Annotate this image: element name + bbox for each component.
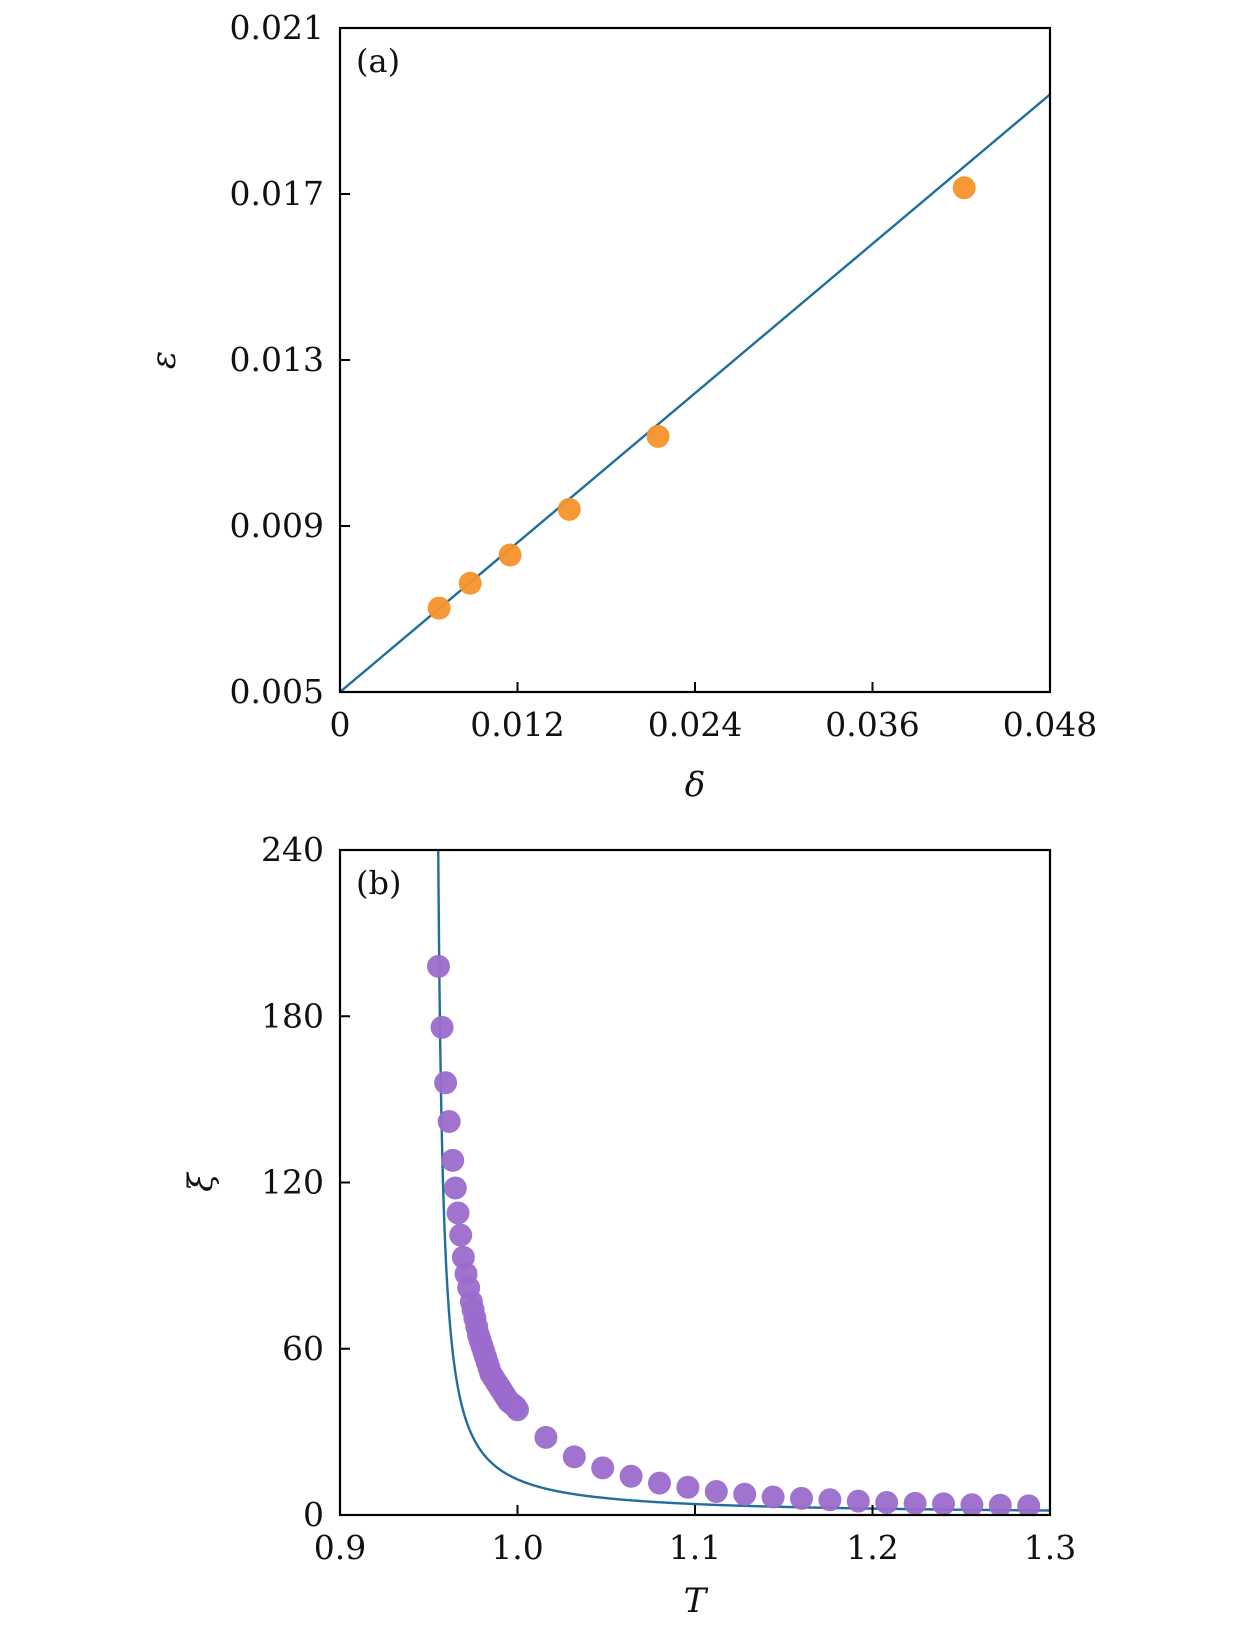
panel-a-chart: 0 0.012 0.024 0.036 0.048 0.005 0.009 0.013 0.01…: [144, 8, 1097, 805]
data-point: [591, 1456, 615, 1480]
data-point: [506, 1398, 529, 1422]
y-tick-label: 0.021: [230, 8, 324, 47]
y-tick-label: 0.005: [230, 672, 324, 711]
x-axis-label: δ: [685, 765, 705, 805]
data-point: [646, 424, 670, 448]
data-point: [430, 1015, 454, 1039]
data-point: [619, 1464, 643, 1488]
data-point: [557, 497, 581, 521]
data-point: [648, 1471, 671, 1495]
plot-area: [340, 93, 1050, 692]
data-point: [443, 1176, 467, 1200]
x-tick-label: 0: [330, 705, 351, 744]
x-axis-label: T: [684, 1581, 709, 1621]
x-tick-label: 0.012: [470, 705, 564, 744]
data-point: [761, 1485, 785, 1509]
y-tick-label: 0: [303, 1495, 324, 1534]
plot-frame: [338, 26, 1052, 694]
y-tick-label: 240: [261, 830, 324, 869]
data-point: [903, 1491, 927, 1515]
data-point: [932, 1492, 955, 1515]
plot-area: [427, 850, 1050, 1515]
x-tick-label: 1.0: [491, 1528, 543, 1567]
data-point: [498, 543, 522, 567]
panel-label: (b): [356, 864, 401, 902]
data-point: [441, 1148, 465, 1172]
panel-b-chart: 0.9 1.0 1.1 1.2 1.3 0 60 120 180 240 (b) Tξ: [181, 830, 1076, 1621]
y-axis-label: ξ: [181, 1171, 221, 1192]
x-tick-label: 1.2: [846, 1528, 898, 1567]
x-tick-label: 1.1: [669, 1528, 721, 1567]
y-tick-label: 60: [282, 1329, 324, 1368]
data-point: [988, 1493, 1012, 1515]
x-tick-label: 0.036: [825, 705, 919, 744]
data-point: [676, 1475, 700, 1499]
fit-line: [340, 93, 1050, 692]
data-point: [449, 1223, 473, 1247]
x-tick-label: 0.024: [648, 705, 742, 744]
data-point: [733, 1482, 757, 1506]
data-point: [434, 1071, 458, 1095]
y-axis-label: ε: [144, 351, 184, 369]
data-point: [437, 1110, 461, 1134]
data-point: [427, 954, 451, 978]
data-point: [960, 1493, 984, 1515]
y-tick-label: 0.009: [230, 506, 324, 545]
x-tick-label: 0.048: [1003, 705, 1097, 744]
y-tick-label: 120: [261, 1163, 324, 1202]
panel-label: (a): [356, 42, 400, 80]
x-tick-label: 0.9: [314, 1528, 366, 1567]
data-point: [704, 1479, 728, 1503]
data-point: [790, 1486, 813, 1510]
data-point: [427, 596, 451, 620]
data-point: [952, 176, 976, 200]
data-point: [846, 1489, 870, 1513]
x-tick-label: 1.3: [1024, 1528, 1076, 1567]
data-point: [458, 571, 482, 595]
data-point: [1017, 1494, 1041, 1515]
data-point: [562, 1445, 586, 1469]
y-tick-label: 180: [261, 996, 324, 1035]
data-point: [818, 1488, 842, 1512]
y-tick-label: 0.017: [230, 174, 324, 213]
fit-curve: [437, 850, 1050, 1512]
y-tick-label: 0.013: [230, 340, 324, 379]
data-point: [875, 1491, 899, 1515]
data-point: [446, 1201, 470, 1225]
data-point: [534, 1425, 558, 1449]
